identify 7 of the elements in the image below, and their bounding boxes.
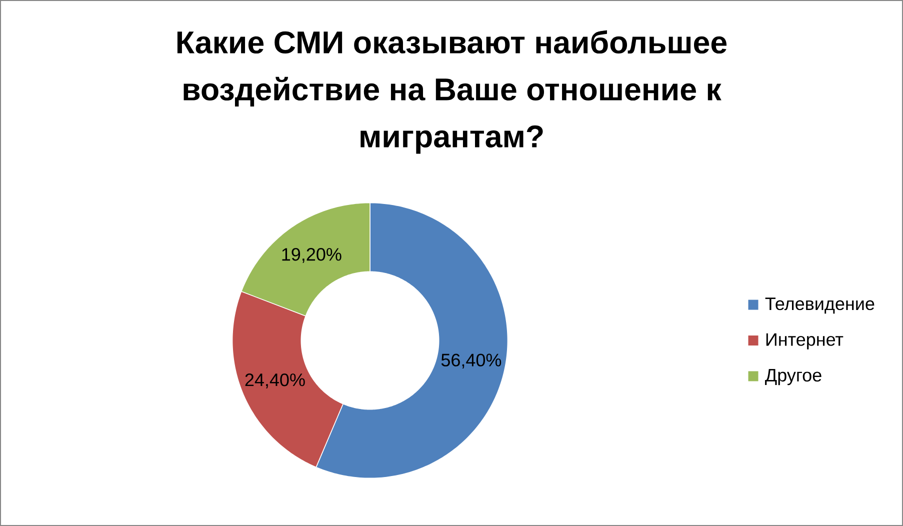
legend-label: Телевидение: [765, 298, 874, 314]
data-label: 24,40%: [245, 373, 305, 388]
data-label: 56,40%: [441, 354, 502, 369]
legend-label: Интернет: [766, 333, 844, 350]
legend-label: Другое: [765, 369, 822, 386]
data-label: 19,20%: [282, 248, 342, 263]
chart-title: Какие СМИ оказывают наибольшее воздействие на Ваше отношение к мигрантам?: [177, 30, 727, 154]
